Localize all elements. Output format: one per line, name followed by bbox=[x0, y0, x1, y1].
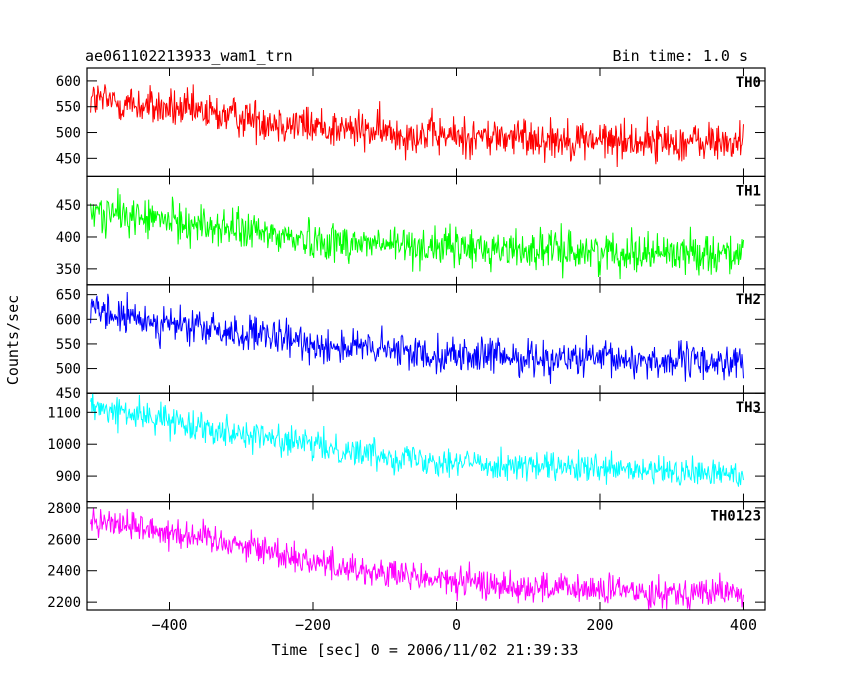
series-th0123 bbox=[90, 507, 744, 611]
y-tick-label: 600 bbox=[56, 312, 81, 328]
y-axis-label: Counts/sec bbox=[4, 295, 22, 385]
series-th3 bbox=[90, 393, 744, 487]
x-tick-label: 0 bbox=[452, 616, 461, 634]
panel-name-label: TH1 bbox=[736, 183, 761, 199]
y-tick-label: 1000 bbox=[47, 437, 81, 453]
y-tick-label: 550 bbox=[56, 100, 81, 116]
y-tick-label: 1100 bbox=[47, 405, 81, 421]
y-tick-label: 650 bbox=[56, 288, 81, 304]
series-th2 bbox=[90, 291, 744, 384]
y-tick-label: 2400 bbox=[47, 564, 81, 580]
y-tick-label: 400 bbox=[56, 230, 81, 246]
panel-th0123: 2200 2400 2600 2800 TH0123 bbox=[47, 501, 766, 611]
panel-th0: 450 500 550 600 TH0 bbox=[56, 67, 766, 178]
x-tick-label: −200 bbox=[295, 616, 331, 634]
panel-th3: 900 1000 1100 TH3 bbox=[47, 392, 766, 503]
y-tick-label: 500 bbox=[56, 126, 81, 142]
series-th0 bbox=[90, 84, 744, 168]
panels-group: 450 500 550 600 TH0 350 400 450 TH1 450 500 550 600 6… bbox=[47, 67, 766, 634]
panel-frame bbox=[86, 67, 766, 178]
y-tick-label: 350 bbox=[56, 262, 81, 278]
panel-name-label: TH0123 bbox=[710, 509, 761, 525]
panel-frame bbox=[86, 284, 766, 394]
panel-name-label: TH2 bbox=[736, 292, 761, 308]
panel-name-label: TH0 bbox=[736, 75, 761, 91]
series-th1 bbox=[90, 188, 744, 280]
y-tick-label: 450 bbox=[56, 198, 81, 214]
panel-th1: 350 400 450 TH1 bbox=[56, 175, 766, 286]
x-tick-label: 400 bbox=[730, 616, 757, 634]
x-axis-label: Time [sec] 0 = 2006/11/02 21:39:33 bbox=[271, 641, 578, 659]
y-tick-label: 900 bbox=[56, 469, 81, 485]
panel-th2: 450 500 550 600 650 TH2 bbox=[56, 284, 766, 402]
y-tick-label: 2600 bbox=[47, 532, 81, 548]
chart-subtitle: Bin time: 1.0 s bbox=[613, 47, 748, 65]
y-tick-label: 450 bbox=[56, 386, 81, 402]
y-tick-label: 600 bbox=[56, 74, 81, 90]
x-tick-label: −400 bbox=[151, 616, 187, 634]
panel-frame bbox=[86, 392, 766, 503]
panel-name-label: TH3 bbox=[736, 400, 761, 416]
panel-frame bbox=[86, 501, 766, 611]
chart-title: ae061102213933_wam1_trn bbox=[85, 47, 293, 65]
y-tick-label: 2800 bbox=[47, 501, 81, 517]
y-tick-label: 450 bbox=[56, 151, 81, 167]
y-tick-label: 500 bbox=[56, 362, 81, 378]
x-tick-label: 200 bbox=[586, 616, 613, 634]
y-tick-label: 2200 bbox=[47, 595, 81, 611]
y-tick-label: 550 bbox=[56, 337, 81, 353]
